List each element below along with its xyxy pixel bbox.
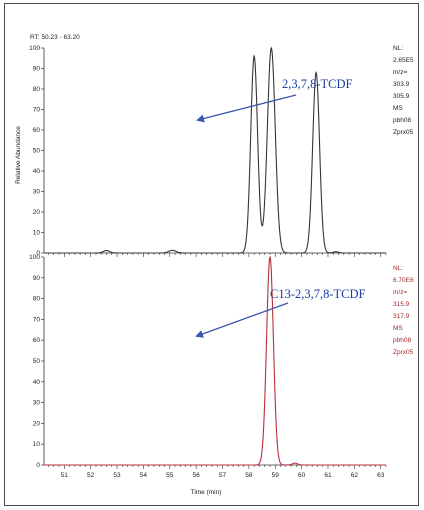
y-tick-label: 20 <box>33 420 41 427</box>
side-info-label: NL: <box>393 265 403 272</box>
x-tick-label: 63 <box>377 472 385 479</box>
x-tick-label: 51 <box>61 472 69 479</box>
x-tick-label: 55 <box>166 472 174 479</box>
y-tick-label: 10 <box>33 230 41 237</box>
side-info-label: pbh08 <box>393 337 411 344</box>
y-tick-label: 80 <box>33 86 41 93</box>
panel-bottom: 0 10 20 30 40 50 60 70 80 90 100 C13-2,3,7,8-TCDF NL… <box>29 254 414 469</box>
x-tick-label: 56 <box>193 472 201 479</box>
side-info-label: 317.9 <box>393 313 410 320</box>
x-tick-label: 57 <box>219 472 227 479</box>
side-info-label: 6.70E6 <box>393 277 414 284</box>
x-tick-label: 53 <box>113 472 121 479</box>
x-tick-label: 61 <box>324 472 332 479</box>
y-tick-label: 60 <box>33 127 41 134</box>
x-tick-label: 62 <box>351 472 359 479</box>
y-tick-label: 30 <box>33 400 41 407</box>
panel-top: 0 10 20 30 40 50 60 70 80 90 100 2,3,7,8-TCDF NL: 2.6… <box>29 45 414 257</box>
side-info-label: MS <box>393 105 403 112</box>
side-info-label: m/z= <box>393 289 407 296</box>
y-tick-label: 0 <box>36 250 40 257</box>
y-tick-label: 90 <box>33 275 41 282</box>
y-tick-label: 80 <box>33 296 41 303</box>
trace-top <box>44 46 386 254</box>
y-tick-label: 70 <box>33 107 41 114</box>
y-tick-label: 40 <box>33 379 41 386</box>
annotation-arrow <box>196 94 297 123</box>
side-info-label: Zprx05 <box>393 349 414 356</box>
chromatogram-figure <box>4 3 419 506</box>
retention-time-range: RT: 50.23 - 63.20 <box>30 34 80 41</box>
annotation-arrow <box>195 302 289 338</box>
side-info-label: 303.9 <box>393 81 410 88</box>
y-axis-title: Relative Abundance <box>15 126 22 184</box>
y-tick-label: 40 <box>33 168 41 175</box>
side-info-label: MS <box>393 325 403 332</box>
y-tick-label: 90 <box>33 66 41 73</box>
trace-bottom <box>44 255 386 466</box>
peak-annotation-label: 2,3,7,8-TCDF <box>282 77 353 91</box>
side-info-label: m/z= <box>393 69 407 76</box>
side-info-label: NL: <box>393 45 403 52</box>
y-tick-label: 50 <box>33 358 41 365</box>
y-tick-label: 30 <box>33 189 41 196</box>
x-tick-label: 54 <box>140 472 148 479</box>
side-info-label: pbh08 <box>393 117 411 124</box>
x-tick-label: 52 <box>87 472 95 479</box>
peak-annotation-label: C13-2,3,7,8-TCDF <box>270 287 366 301</box>
y-tick-label: 0 <box>36 462 40 469</box>
y-tick-label: 50 <box>33 148 41 155</box>
side-info-label: 2.65E5 <box>393 57 414 64</box>
x-axis-title: Time (min) <box>191 489 222 496</box>
x-tick-label: 58 <box>245 472 253 479</box>
y-tick-label: 60 <box>33 337 41 344</box>
y-tick-label: 10 <box>33 441 41 448</box>
y-tick-label: 100 <box>29 45 40 52</box>
y-tick-label: 20 <box>33 209 41 216</box>
x-tick-label: 60 <box>298 472 306 479</box>
y-tick-label: 70 <box>33 316 41 323</box>
x-tick-label: 59 <box>272 472 280 479</box>
side-info-label: 305.9 <box>393 93 410 100</box>
side-info-label: Zprx05 <box>393 129 414 136</box>
y-tick-label: 100 <box>29 254 40 261</box>
side-info-label: 315.9 <box>393 301 410 308</box>
